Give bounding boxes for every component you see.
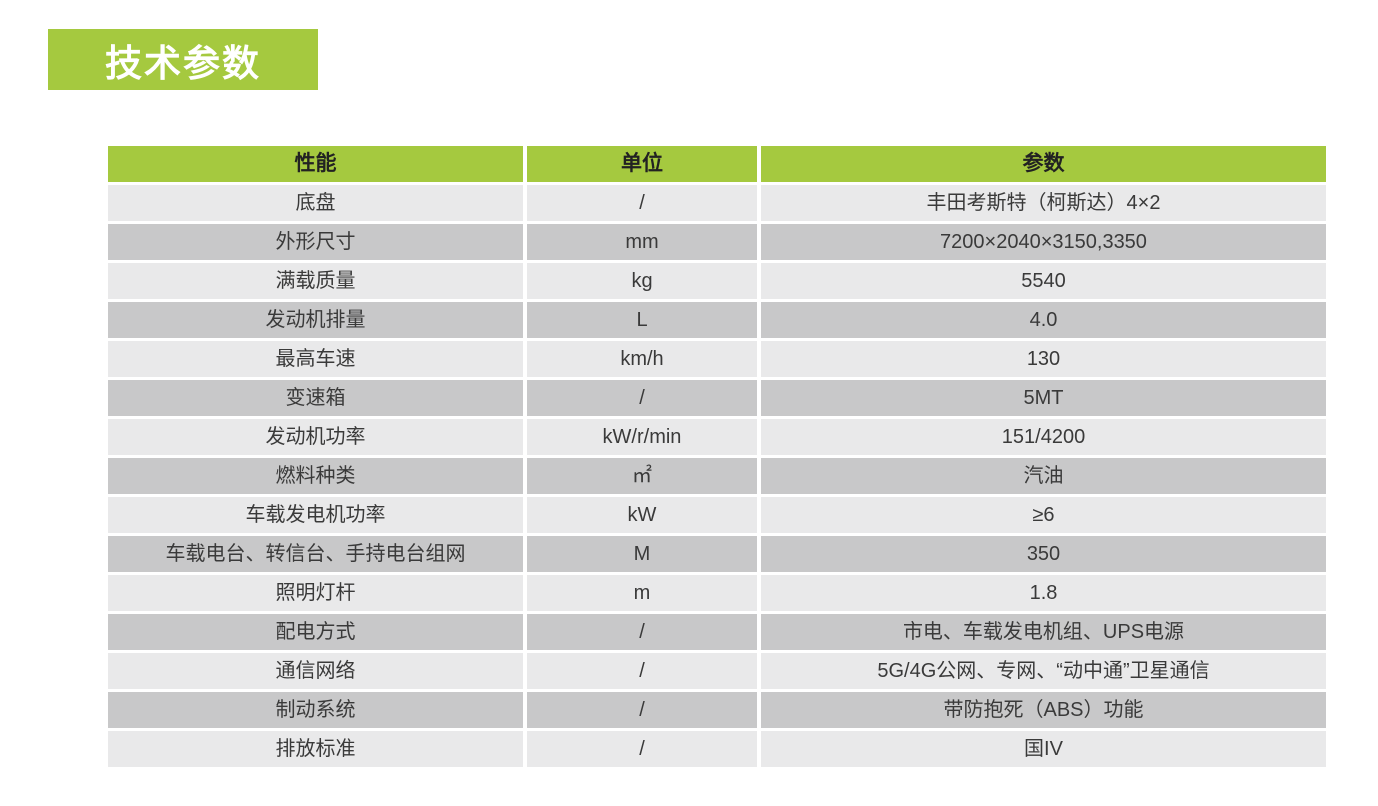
- cell-value: 151/4200: [761, 419, 1326, 455]
- cell-name: 满载质量: [108, 263, 523, 299]
- cell-value: 汽油: [761, 458, 1326, 494]
- cell-value: 7200×2040×3150,3350: [761, 224, 1326, 260]
- cell-unit: /: [527, 185, 757, 221]
- cell-value: 5G/4G公网、专网、“动中通”卫星通信: [761, 653, 1326, 689]
- cell-unit: kW/r/min: [527, 419, 757, 455]
- cell-unit: mm: [527, 224, 757, 260]
- header-parameter: 参数: [761, 146, 1326, 182]
- table-row: 通信网络/5G/4G公网、专网、“动中通”卫星通信: [108, 653, 1326, 689]
- section-title-label: 技术参数: [105, 42, 261, 84]
- cell-value: 4.0: [761, 302, 1326, 338]
- cell-value: 5540: [761, 263, 1326, 299]
- cell-name: 底盘: [108, 185, 523, 221]
- table-row: 照明灯杆 m 1.8: [108, 575, 1326, 611]
- table-row: 配电方式 / 市电、车载发电机组、UPS电源: [108, 614, 1326, 650]
- cell-unit: km/h: [527, 341, 757, 377]
- table-row: 变速箱/5MT: [108, 380, 1326, 416]
- cell-name: 发动机排量: [108, 302, 523, 338]
- section-title-badge: 技术参数: [48, 29, 318, 90]
- cell-value: ≥6: [761, 497, 1326, 533]
- cell-name: 发动机功率: [108, 419, 523, 455]
- cell-unit: L: [527, 302, 757, 338]
- cell-unit: /: [527, 653, 757, 689]
- table-row: 最高车速 km/h 130: [108, 341, 1326, 377]
- cell-value: 国IV: [761, 731, 1326, 767]
- cell-unit: kg: [527, 263, 757, 299]
- cell-value: 5MT: [761, 380, 1326, 416]
- cell-name: 外形尺寸: [108, 224, 523, 260]
- table-row: 车载电台、转信台、手持电台组网 M 350: [108, 536, 1326, 572]
- cell-name: 照明灯杆: [108, 575, 523, 611]
- table-row: 排放标准 / 国IV: [108, 731, 1326, 767]
- table-header-row: 性能 单位 参数: [108, 146, 1326, 182]
- cell-value: 350: [761, 536, 1326, 572]
- cell-unit: M: [527, 536, 757, 572]
- table-body: 底盘 / 丰田考斯特（柯斯达）4×2 外形尺寸 mm 7200×2040×3150,335…: [108, 185, 1326, 767]
- cell-name: 车载电台、转信台、手持电台组网: [108, 536, 523, 572]
- table-row: 发动机排量 L 4.0: [108, 302, 1326, 338]
- cell-value: 市电、车载发电机组、UPS电源: [761, 614, 1326, 650]
- spec-table: 性能 单位 参数 底盘 / 丰田考斯特（柯斯达）4×2 外形尺寸 mm 7200×2040…: [108, 146, 1326, 770]
- cell-unit: m: [527, 575, 757, 611]
- table-row: 车载发电机功率 kW ≥6: [108, 497, 1326, 533]
- cell-name: 排放标准: [108, 731, 523, 767]
- cell-value: 丰田考斯特（柯斯达）4×2: [761, 185, 1326, 221]
- table-row: 底盘 / 丰田考斯特（柯斯达）4×2: [108, 185, 1326, 221]
- cell-unit: ㎡: [527, 458, 757, 494]
- header-performance: 性能: [108, 146, 523, 182]
- cell-name: 通信网络: [108, 653, 523, 689]
- cell-unit: /: [527, 731, 757, 767]
- header-unit: 单位: [527, 146, 757, 182]
- cell-name: 变速箱: [108, 380, 523, 416]
- table-row: 满载质量 kg 5540: [108, 263, 1326, 299]
- cell-value: 130: [761, 341, 1326, 377]
- cell-name: 制动系统: [108, 692, 523, 728]
- cell-name: 配电方式: [108, 614, 523, 650]
- table-row: 制动系统 / 带防抱死（ABS）功能: [108, 692, 1326, 728]
- cell-value: 带防抱死（ABS）功能: [761, 692, 1326, 728]
- cell-name: 最高车速: [108, 341, 523, 377]
- cell-unit: /: [527, 692, 757, 728]
- cell-unit: kW: [527, 497, 757, 533]
- cell-value: 1.8: [761, 575, 1326, 611]
- cell-name: 车载发电机功率: [108, 497, 523, 533]
- cell-name: 燃料种类: [108, 458, 523, 494]
- table-row: 外形尺寸 mm 7200×2040×3150,3350: [108, 224, 1326, 260]
- table-row: 发动机功率 kW/r/min 151/4200: [108, 419, 1326, 455]
- cell-unit: /: [527, 380, 757, 416]
- cell-unit: /: [527, 614, 757, 650]
